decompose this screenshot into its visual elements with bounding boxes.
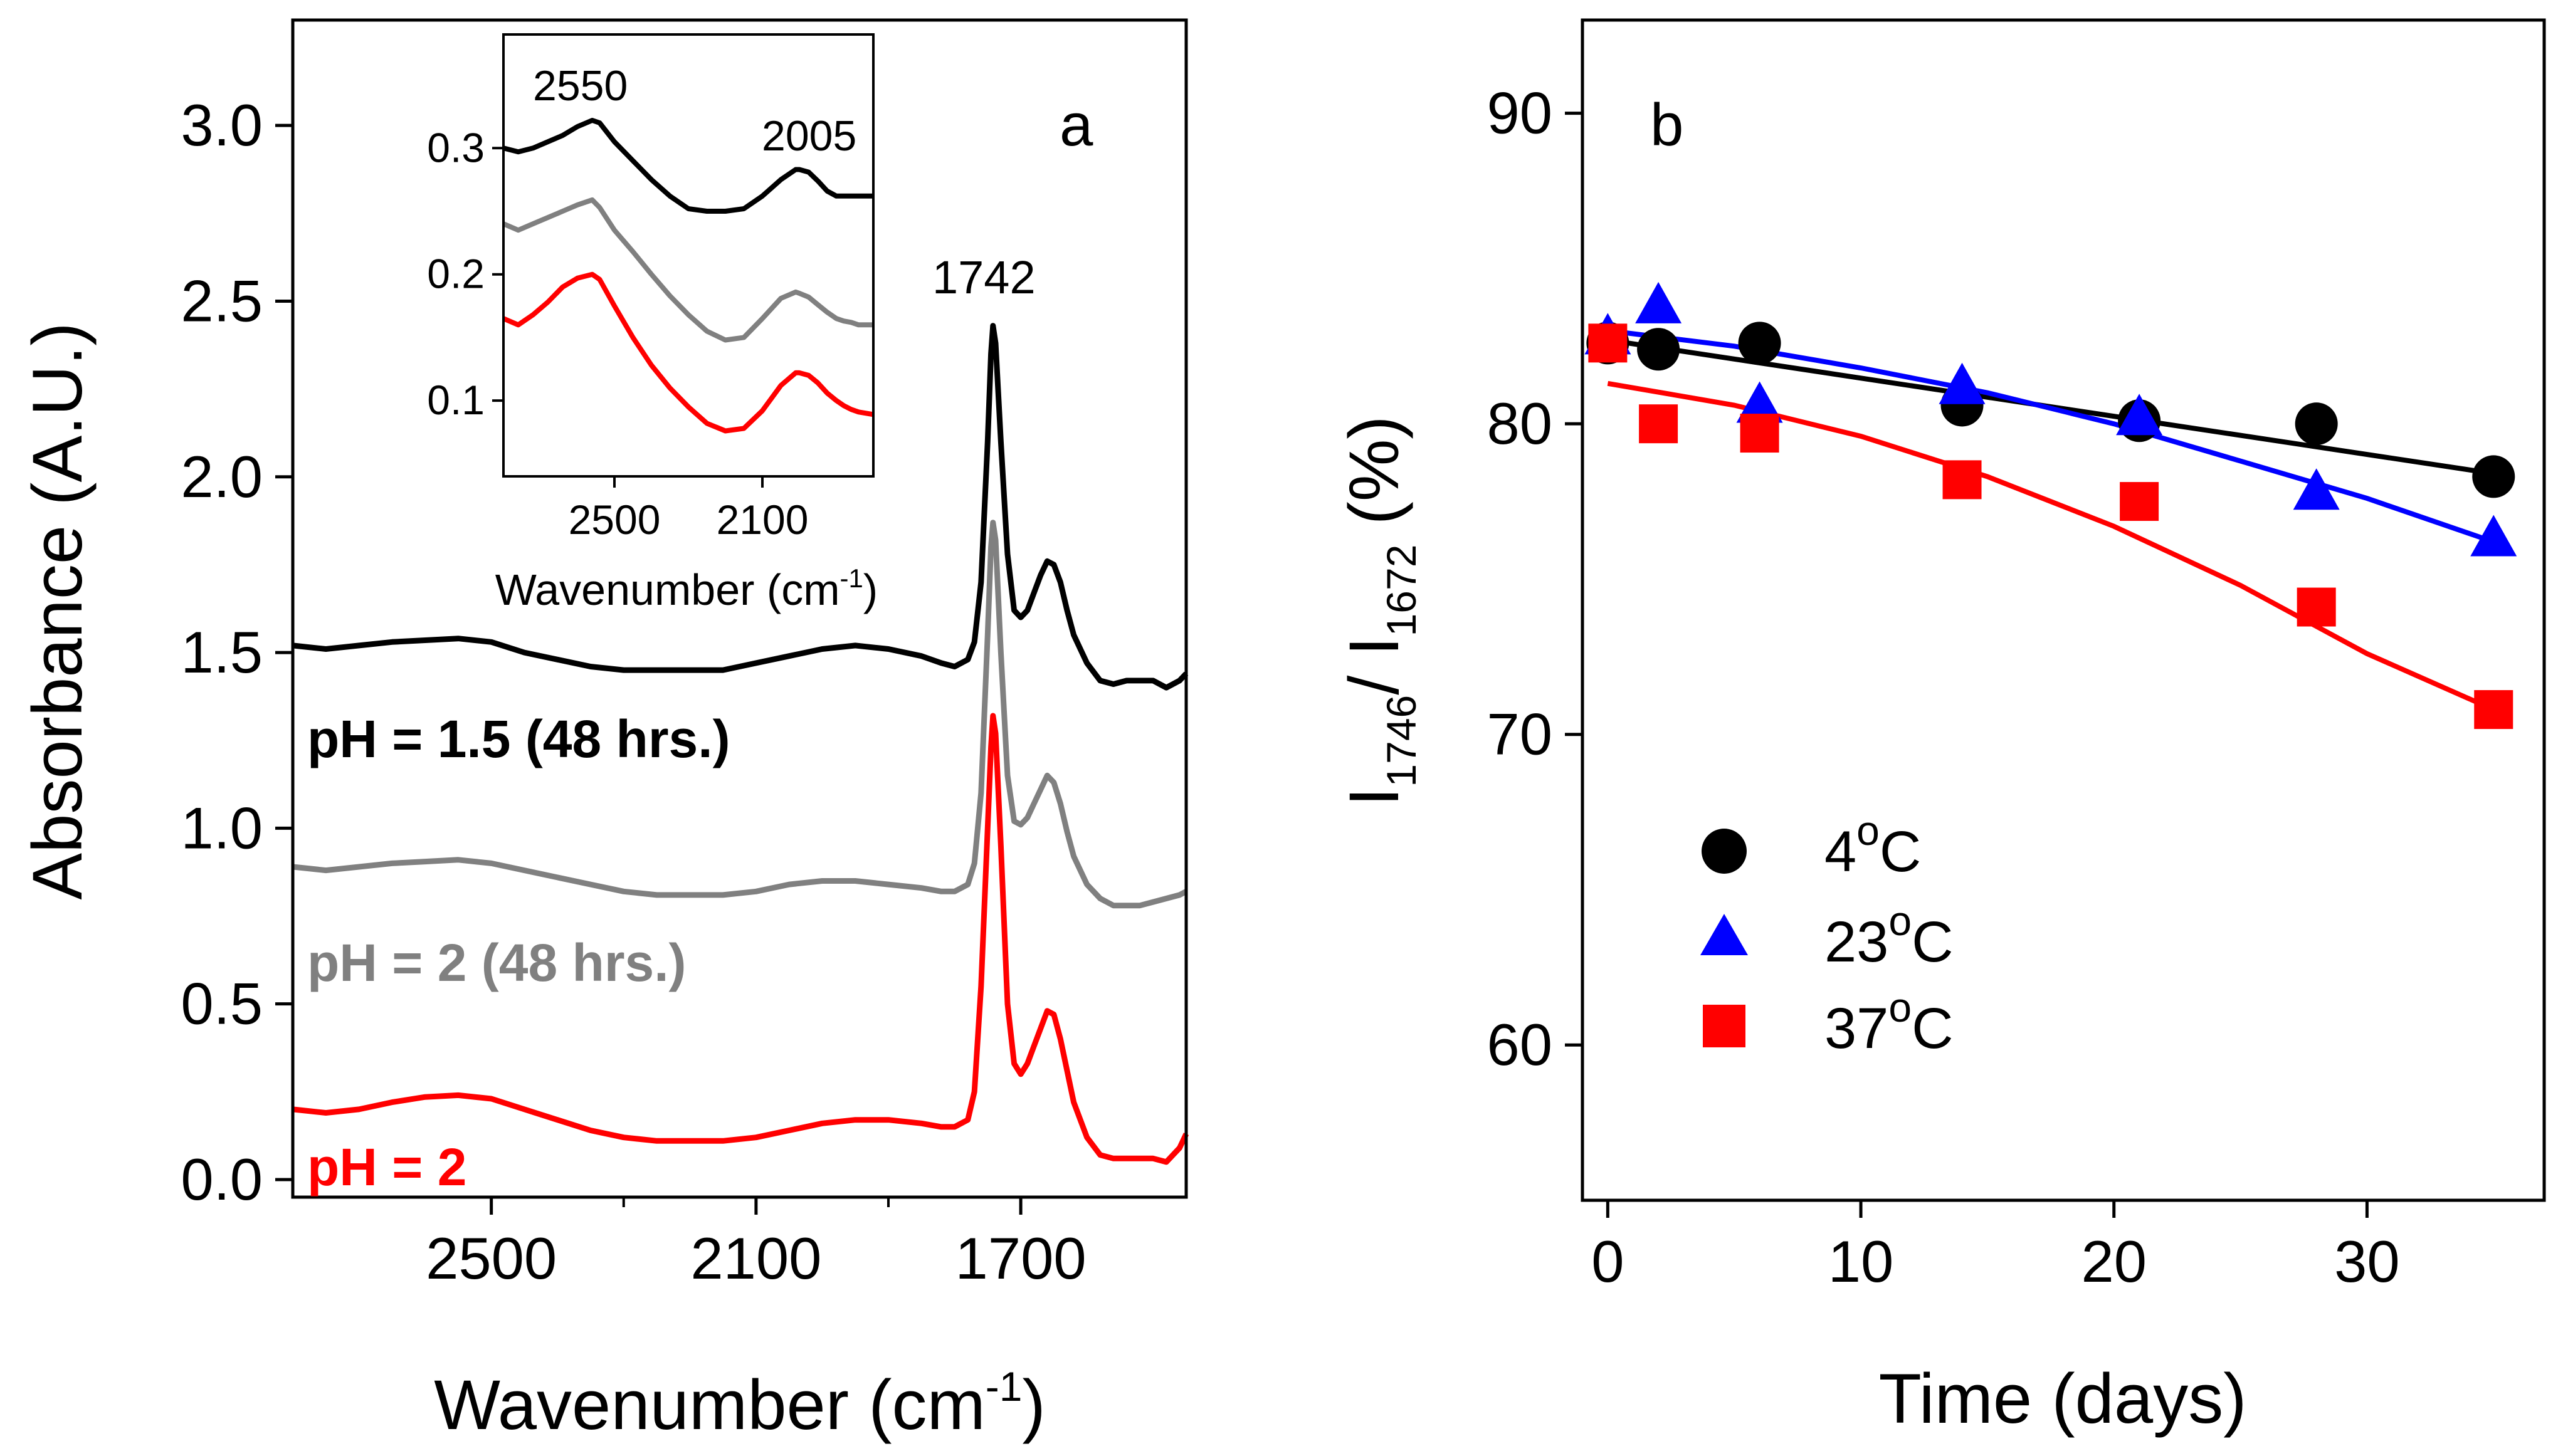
panel-a-ticks: 2500 2100 1700 0.0 0.5 1.0 1.5 2.0 2.5 3.0	[181, 92, 1086, 1291]
panel-a-y-tick-label: 1.0	[181, 795, 263, 861]
panel-b-frame	[1581, 18, 2546, 1202]
legend-label-4c: 4oC	[1824, 807, 1921, 884]
data-point-4c	[2472, 455, 2515, 498]
inset-x-label: Wavenumber (cm-1)	[495, 563, 878, 614]
panel-b-x-tick-label: 0	[1591, 1228, 1624, 1294]
panel-b-label: b	[1650, 92, 1683, 159]
legend-label-37c: 37oC	[1824, 984, 1954, 1061]
legend-marker-37c	[1703, 1005, 1745, 1047]
panel-a-inset: 2500 2100 0.1 0.2 0.3 2550 2005 Wavenumber (…	[427, 33, 878, 614]
panel-a-y-tick-label: 0.0	[181, 1146, 263, 1212]
inset-y-tick-label: 0.3	[427, 124, 485, 170]
legend-marker-4c	[1702, 829, 1747, 874]
data-point-4c	[1738, 322, 1781, 365]
panel-b-y-tick-label: 60	[1487, 1012, 1552, 1077]
peak-label-1742: 1742	[932, 251, 1036, 303]
panel-a-y-tick-label: 0.5	[181, 971, 263, 1037]
panel-b-y-tick-label: 90	[1487, 80, 1552, 146]
inset-ticks: 2500 2100 0.1 0.2 0.3	[427, 124, 808, 543]
panel-b: 0 10 20 30 60 70 80 90 b I1746/ I1672 (%) Time …	[1335, 18, 2546, 1438]
inset-series-0	[503, 118, 873, 214]
panel-b-x-tick-label: 30	[2334, 1228, 2400, 1294]
panel-b-y-label: I1746/ I1672 (%)	[1335, 416, 1424, 806]
data-point-37c	[2120, 482, 2159, 521]
panel-b-x-tick-label: 20	[2081, 1228, 2147, 1294]
panel-a-y-tick-label: 3.0	[181, 92, 263, 158]
annotation-ph-2-48: pH = 2 (48 hrs.)	[307, 933, 687, 992]
data-point-23c	[1939, 362, 1986, 404]
data-point-4c	[1637, 328, 1680, 371]
data-point-23c	[2116, 394, 2163, 436]
inset-y-tick-label: 0.1	[427, 377, 485, 423]
panel-a-label: a	[1060, 92, 1093, 159]
panel-a-x-tick-label: 2500	[426, 1225, 557, 1291]
inset-series-2	[502, 271, 874, 434]
inset-series	[502, 118, 874, 434]
legend-label-23c: 23oC	[1824, 898, 1954, 974]
panel-a-x-tick-label: 2100	[690, 1225, 821, 1291]
panel-b-fit-lines	[1607, 328, 2495, 712]
inset-series-1	[502, 197, 873, 343]
panel-b-ticks: 0 10 20 30 60 70 80 90	[1487, 80, 2399, 1294]
legend-marker-23c	[1700, 914, 1748, 955]
panel-a-y-tick-label: 1.5	[181, 619, 263, 685]
data-point-37c	[1942, 460, 1982, 500]
panel-a-series-0	[292, 323, 1189, 691]
data-point-37c	[1639, 404, 1678, 444]
panel-a-series-1	[292, 520, 1188, 909]
inset-y-tick-label: 0.2	[427, 251, 485, 297]
panel-a-y-label: Absorbance (A.U.)	[18, 322, 97, 899]
data-point-23c	[1635, 281, 1682, 323]
data-point-4c	[2295, 402, 2338, 446]
data-point-37c	[2297, 587, 2336, 627]
data-point-37c	[1740, 414, 1779, 453]
panel-b-points	[1584, 281, 2517, 730]
panel-a: 2500 2100 1700 0.0 0.5 1.0 1.5 2.0 2.5 3.0 a 1742…	[18, 18, 1189, 1444]
panel-b-legend: 4oC 23oC 37oC	[1700, 807, 1954, 1061]
data-point-23c	[1736, 381, 1783, 423]
data-point-23c	[2293, 468, 2340, 510]
panel-a-frame	[291, 18, 1188, 1199]
data-point-23c	[2470, 515, 2517, 557]
panel-b-x-tick-label: 10	[1828, 1228, 1894, 1294]
annotation-ph-1-5: pH = 1.5 (48 hrs.)	[307, 710, 730, 768]
panel-a-x-tick-label: 1700	[955, 1225, 1087, 1291]
annotation-ph-2: pH = 2	[307, 1138, 466, 1197]
panel-a-series	[292, 323, 1189, 1165]
panel-b-x-label: Time (days)	[1878, 1359, 2246, 1438]
panel-a-series-2	[292, 713, 1189, 1165]
panel-b-y-tick-label: 70	[1487, 701, 1552, 767]
panel-a-y-tick-label: 2.5	[181, 268, 263, 333]
panel-a-y-tick-label: 2.0	[181, 444, 263, 510]
data-point-37c	[1588, 323, 1628, 363]
data-point-37c	[2474, 690, 2513, 730]
inset-frame	[502, 33, 875, 478]
panel-b-y-tick-label: 80	[1487, 390, 1552, 456]
panel-a-x-label: Wavenumber (cm-1)	[434, 1363, 1046, 1444]
inset-peak-label-2005: 2005	[762, 112, 856, 160]
inset-x-tick-label: 2100	[717, 496, 809, 543]
inset-background	[503, 34, 873, 476]
inset-x-tick-label: 2500	[569, 496, 661, 543]
inset-peak-label-2550: 2550	[533, 62, 628, 110]
